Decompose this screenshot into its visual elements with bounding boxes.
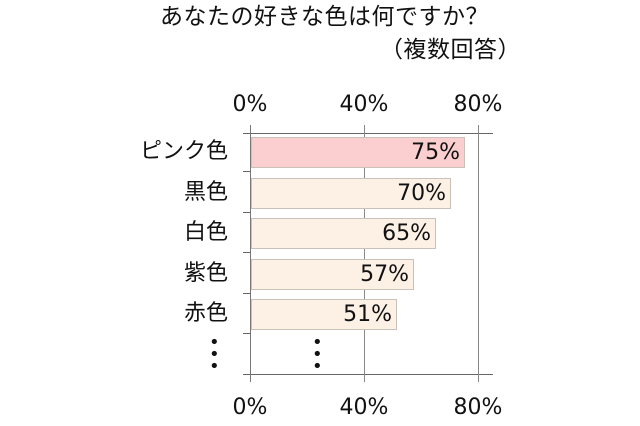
category-label: 白色 [183,220,228,245]
bar-pink: 75% [251,137,465,168]
chart-subtitle: （複数回答） [380,37,521,63]
top-tick-0: 0% [232,92,268,117]
category-label: 赤色 [183,301,228,326]
continuation-dots-labels: • • • [209,332,220,377]
category-label: 黒色 [183,180,228,205]
bottom-tick-80: 80% [453,395,503,420]
top-tick-40: 40% [339,92,389,117]
y-tick [243,212,251,213]
y-tick [243,171,251,172]
y-tick [243,293,251,294]
top-tick-80: 80% [453,92,503,117]
bar-value: 65% [382,221,431,246]
bottom-axis-line [243,374,493,375]
top-axis-line [243,133,493,134]
bar-value: 51% [343,302,392,327]
bar-black: 70% [251,178,451,209]
bottom-tick-0: 0% [232,395,268,420]
bar-red: 51% [251,299,397,330]
category-label: ピンク色 [139,139,228,164]
continuation-dots-bars: • • • [312,332,323,377]
bar-value: 57% [360,262,409,287]
y-tick [243,333,251,334]
gridline-80 [478,125,479,382]
bottom-tick-40: 40% [339,395,389,420]
bar-white: 65% [251,218,436,249]
bar-value: 75% [411,140,460,165]
bar-purple: 57% [251,259,414,290]
y-tick [243,252,251,253]
bar-value: 70% [397,181,446,206]
category-label: 紫色 [183,261,228,286]
gridline-40 [364,125,365,382]
y-axis-line [250,125,251,382]
chart-title: あなたの好きな色は何ですか？ [160,4,489,30]
